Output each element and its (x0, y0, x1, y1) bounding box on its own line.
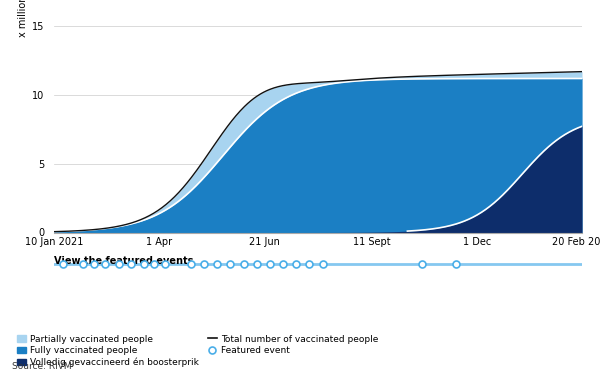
Y-axis label: x million: x million (17, 0, 28, 37)
Text: View the featured events: View the featured events (54, 256, 193, 266)
Legend: Partially vaccinated people, Fully vaccinated people, Volledig gevaccineerd én b: Partially vaccinated people, Fully vacci… (17, 334, 379, 368)
Text: Source: RIVM: Source: RIVM (12, 362, 71, 371)
